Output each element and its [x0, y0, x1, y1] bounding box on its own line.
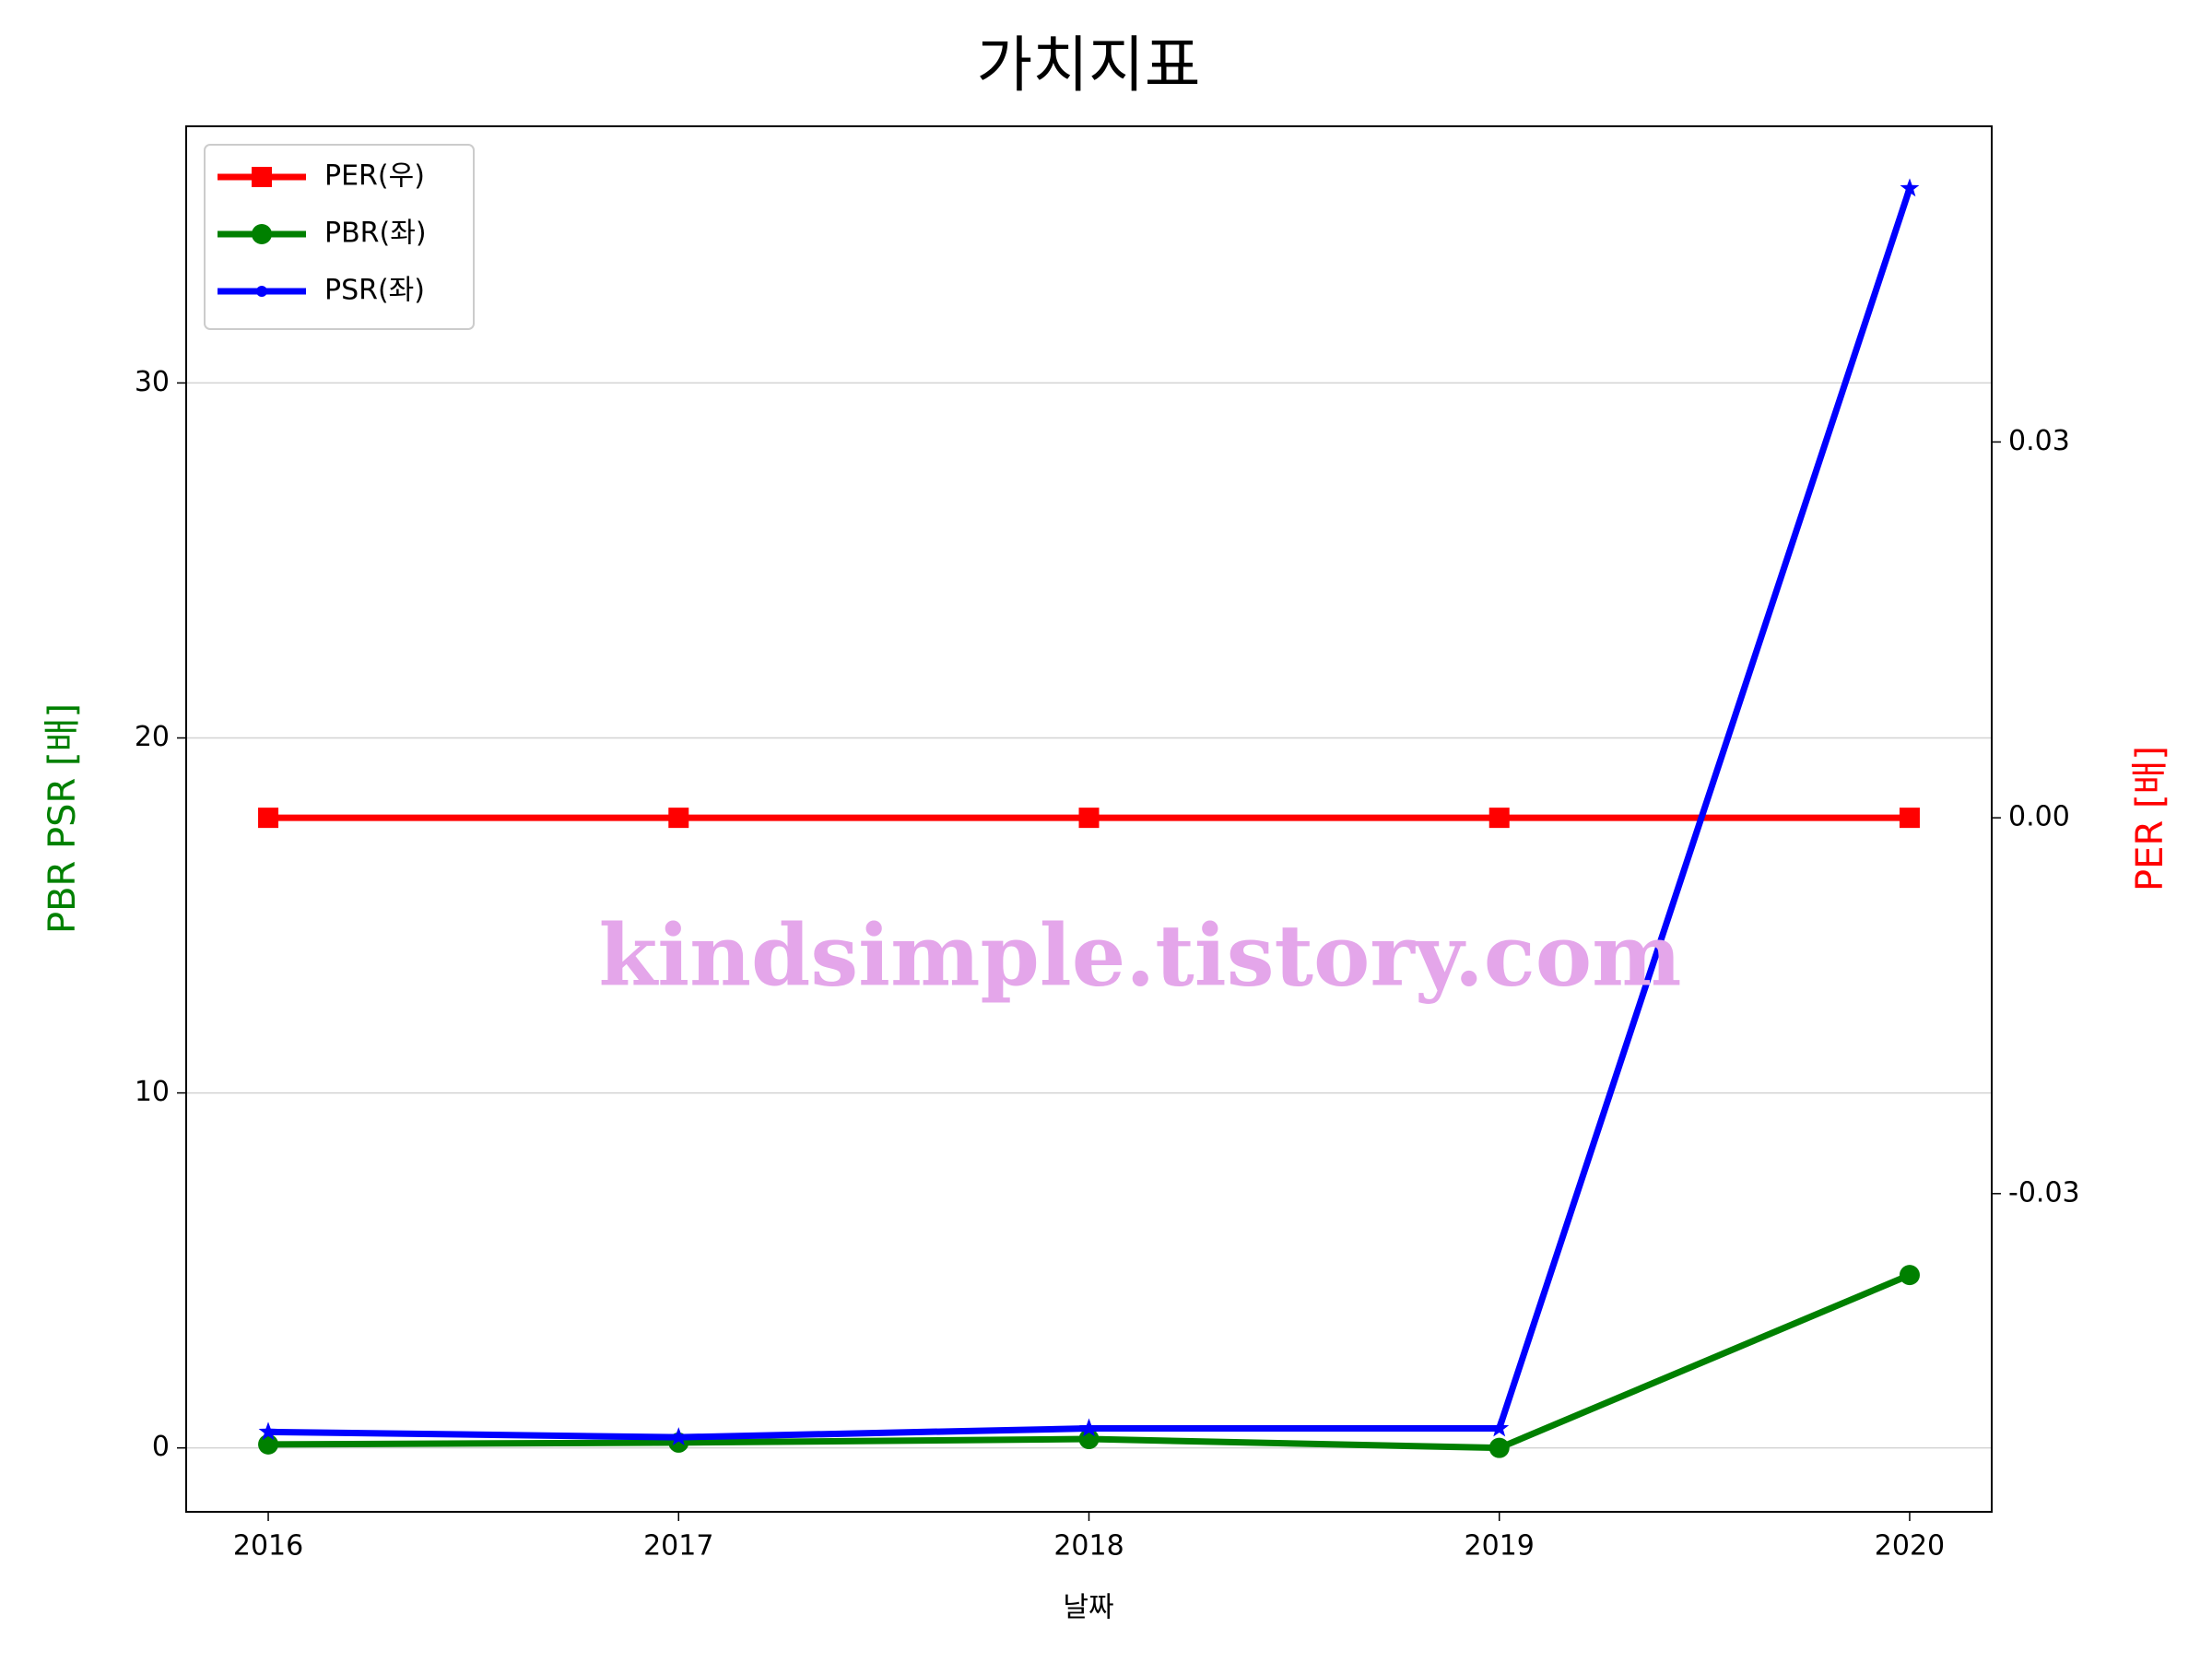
legend-label: PBR(좌) — [324, 218, 427, 250]
legend-label: PSR(좌) — [324, 275, 425, 307]
marker — [1489, 1418, 1510, 1437]
x-axis-label: 날짜 — [1063, 1592, 1113, 1624]
marker — [258, 808, 279, 829]
y-axis-label: PBR PSR [배] — [41, 703, 84, 934]
plot-frame — [185, 125, 1993, 1513]
marker — [1899, 808, 1920, 829]
y2-tick-label: 0.00 — [2008, 801, 2070, 833]
marker — [1078, 808, 1100, 829]
legend-marker — [256, 286, 267, 297]
y-tick-label: 20 — [135, 721, 170, 753]
chart-title: 가치지표 — [977, 29, 1201, 100]
x-tick-label: 2016 — [233, 1530, 303, 1563]
marker — [258, 1433, 279, 1455]
marker — [668, 1427, 688, 1445]
x-tick-label: 2018 — [1053, 1530, 1124, 1563]
x-tick-label: 2019 — [1465, 1530, 1535, 1563]
y-tick-label: 10 — [135, 1076, 170, 1108]
marker — [1899, 1265, 1920, 1286]
y-tick-label: 30 — [135, 366, 170, 398]
x-tick-label: 2020 — [1875, 1530, 1945, 1563]
marker — [668, 808, 689, 829]
marker — [1079, 1418, 1099, 1437]
watermark: kindsimple.tistory.com — [598, 906, 1681, 1006]
y-tick-label: 0 — [152, 1431, 170, 1463]
y2-axis-label: PER [배] — [2129, 746, 2171, 891]
y2-tick-label: -0.03 — [2008, 1176, 2080, 1209]
legend-label: PER(우) — [324, 160, 425, 193]
x-tick-label: 2017 — [643, 1530, 713, 1563]
y2-tick-label: 0.03 — [2008, 425, 2070, 457]
marker — [1900, 178, 1920, 197]
legend-marker — [252, 224, 272, 244]
legend-marker — [252, 167, 272, 187]
marker — [258, 1421, 278, 1441]
marker — [1488, 1437, 1510, 1458]
legend-box — [204, 144, 475, 330]
marker — [1488, 808, 1510, 829]
